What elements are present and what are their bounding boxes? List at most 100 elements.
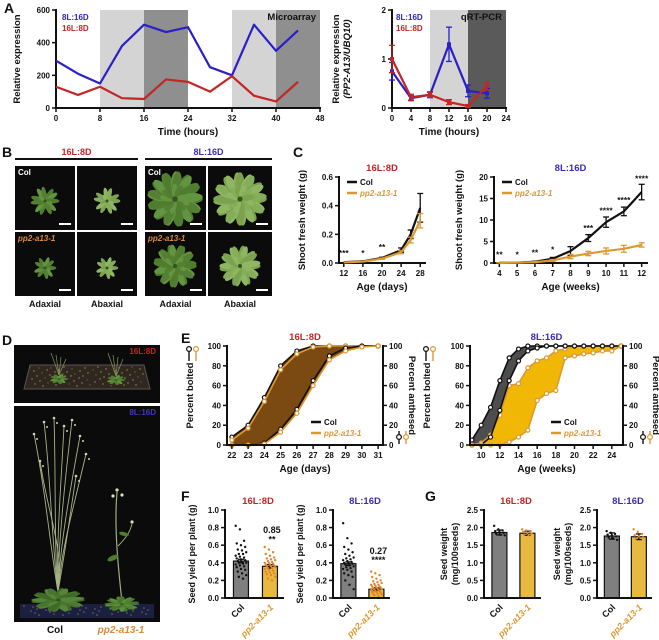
plant-illustration	[96, 257, 119, 280]
svg-text:400: 400	[37, 39, 51, 48]
svg-text:80: 80	[389, 362, 398, 371]
panel-f-label: F	[181, 488, 190, 504]
svg-text:Col: Col	[229, 602, 246, 619]
plant-illustration	[153, 244, 197, 288]
photo-mutant-8l16d-abaxial	[208, 232, 272, 296]
photo-col-16l8d-adaxial: Col	[15, 166, 75, 230]
surface-label-adaxial-2: Adaxial	[159, 299, 192, 309]
svg-text:4: 4	[497, 269, 502, 278]
photo-tray-16l8d: 16L:8D	[14, 345, 160, 403]
svg-text:8L:16D: 8L:16D	[612, 496, 644, 507]
svg-text:16L:8D: 16L:8D	[62, 24, 89, 33]
svg-text:4: 4	[409, 114, 414, 123]
svg-text:**: **	[268, 535, 276, 545]
scale-bar	[121, 289, 133, 291]
svg-text:1.0: 1.0	[580, 559, 592, 568]
svg-text:Shoot fresh weight (g): Shoot fresh weight (g)	[454, 170, 465, 270]
condition-header-16l8d: 16L:8D	[15, 147, 138, 160]
svg-text:Percent bolted: Percent bolted	[185, 362, 196, 428]
svg-text:0.4: 0.4	[208, 559, 220, 568]
plant-illustration	[20, 416, 154, 618]
plant-illustration	[34, 257, 57, 280]
chart-c_short: 4 5 6 7 8 9 10 11 12 0 5 10 15 20 Age (weeks) Shoot fre…	[454, 163, 649, 293]
svg-text:8L:16D: 8L:16D	[349, 496, 381, 507]
svg-text:9: 9	[586, 269, 591, 278]
svg-text:5: 5	[484, 238, 489, 247]
svg-text:0.2: 0.2	[208, 576, 220, 585]
svg-text:Col: Col	[336, 602, 353, 619]
svg-text:Col: Col	[515, 178, 528, 187]
svg-text:0: 0	[460, 441, 465, 450]
svg-text:16: 16	[140, 114, 149, 123]
svg-text:16: 16	[533, 451, 542, 460]
svg-text:40: 40	[389, 401, 398, 410]
chart-microarray: 0 8 16 24 32 40 48 0 200 400 600 Time (hours) Relati…	[12, 6, 325, 138]
svg-text:0.5: 0.5	[467, 576, 479, 585]
svg-text:600: 600	[37, 6, 51, 15]
svg-text:(PP2-A13/UBQ10): (PP2-A13/UBQ10)	[342, 19, 353, 98]
svg-text:100: 100	[208, 342, 222, 351]
svg-text:20: 20	[389, 421, 398, 430]
svg-text:Microarray: Microarray	[267, 12, 316, 23]
svg-text:20: 20	[483, 114, 492, 123]
svg-text:Col: Col	[324, 418, 337, 427]
svg-text:100: 100	[629, 342, 643, 351]
svg-text:24: 24	[184, 114, 193, 123]
svg-text:pp2-a13-1: pp2-a13-1	[323, 429, 362, 438]
svg-text:****: ****	[599, 206, 613, 216]
chart-e_long: 22 23 24 25 26 27 28 29 30 31 0 20 40 60 80 100 0 20 40 60 8…	[185, 332, 417, 475]
svg-text:0.6: 0.6	[208, 541, 220, 550]
svg-text:0.6: 0.6	[322, 173, 334, 182]
svg-text:*: *	[551, 245, 555, 255]
svg-text:5: 5	[515, 269, 520, 278]
svg-text:22: 22	[227, 451, 236, 460]
svg-text:10: 10	[479, 216, 488, 225]
svg-text:8L:16D: 8L:16D	[555, 163, 587, 174]
svg-text:Time (hours): Time (hours)	[158, 127, 218, 138]
svg-text:0.5: 0.5	[580, 576, 592, 585]
svg-text:**: **	[532, 247, 539, 257]
svg-text:16: 16	[464, 114, 473, 123]
svg-text:Seed yield per plant (g): Seed yield per plant (g)	[187, 504, 197, 603]
svg-text:qRT-PCR: qRT-PCR	[461, 12, 502, 23]
svg-text:80: 80	[629, 362, 638, 371]
svg-text:2: 2	[382, 6, 387, 15]
svg-text:0: 0	[382, 104, 387, 113]
svg-text:**: **	[496, 249, 503, 259]
svg-text:0.0: 0.0	[467, 594, 479, 603]
svg-text:Seed weight: Seed weight	[439, 528, 449, 581]
svg-text:****: ****	[371, 555, 386, 565]
panel-g-label: G	[425, 488, 436, 504]
svg-text:0: 0	[390, 114, 395, 123]
svg-text:24: 24	[502, 114, 511, 123]
scale-bar	[256, 223, 268, 225]
svg-text:12: 12	[445, 114, 454, 123]
svg-text:16L:8D: 16L:8D	[366, 163, 398, 174]
panel-d-label: D	[2, 332, 13, 348]
svg-text:15: 15	[479, 195, 488, 204]
svg-text:8: 8	[428, 114, 433, 123]
svg-text:12: 12	[637, 269, 646, 278]
svg-text:100: 100	[389, 342, 403, 351]
condition-16l8d-text: 16L:8D	[61, 147, 92, 157]
svg-text:1.0: 1.0	[208, 506, 220, 515]
svg-text:20: 20	[378, 269, 387, 278]
svg-text:0.85: 0.85	[263, 525, 281, 535]
svg-text:Seed weight: Seed weight	[552, 528, 562, 581]
svg-text:20: 20	[570, 451, 579, 460]
svg-text:Age (weeks): Age (weeks)	[541, 282, 599, 293]
svg-text:Age (days): Age (days)	[279, 464, 330, 475]
svg-text:2.5: 2.5	[580, 506, 592, 515]
svg-text:*: *	[515, 249, 519, 259]
svg-text:Col: Col	[360, 178, 373, 187]
svg-text:12: 12	[495, 451, 504, 460]
svg-text:24: 24	[397, 269, 406, 278]
svg-text:0: 0	[46, 104, 51, 113]
svg-text:16L:8D: 16L:8D	[289, 332, 321, 343]
svg-text:****: ****	[635, 173, 649, 183]
svg-text:200: 200	[37, 71, 51, 80]
svg-text:0.4: 0.4	[322, 202, 334, 211]
